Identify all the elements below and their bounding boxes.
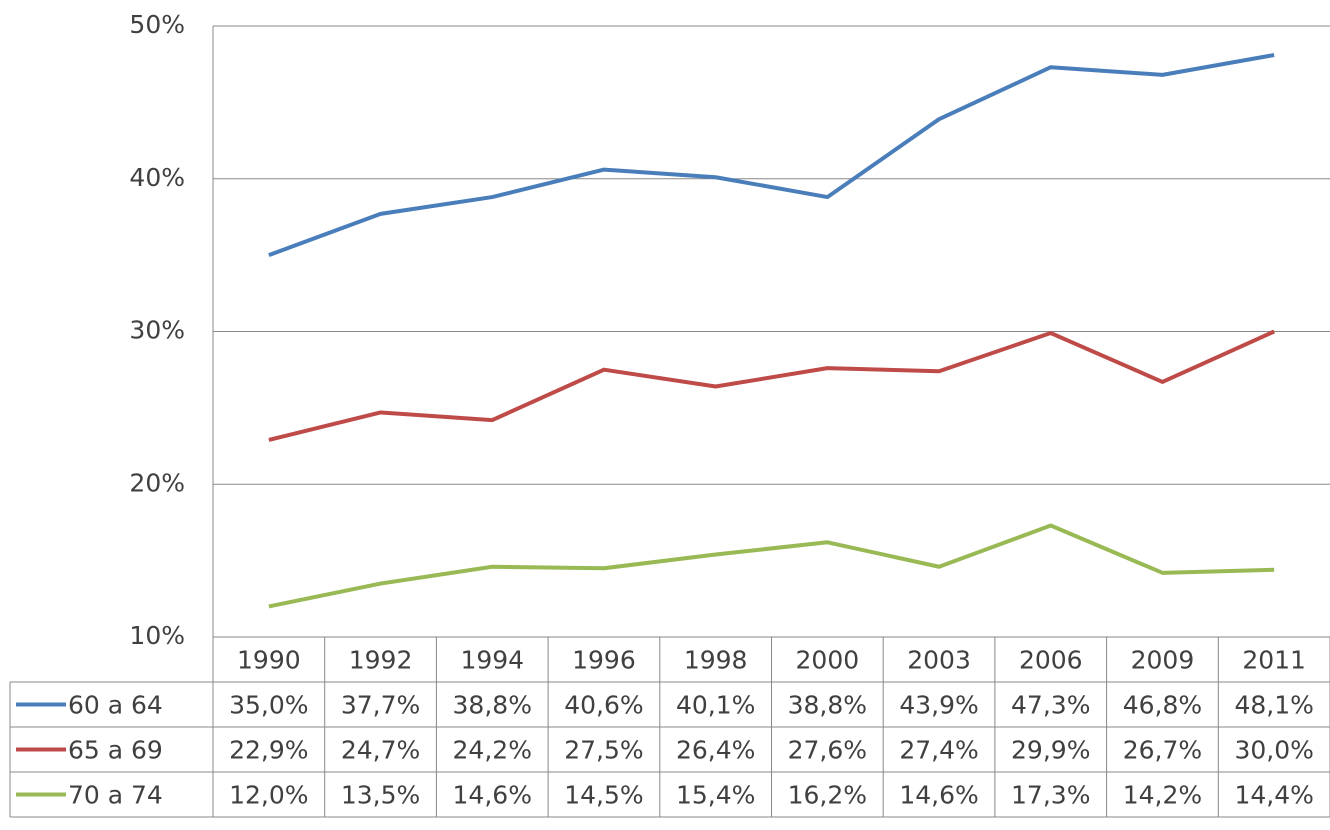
table-cell: 37,7% — [341, 691, 420, 720]
x-tick-label: 1994 — [460, 646, 524, 675]
table-cell: 27,6% — [788, 736, 867, 765]
table-cell: 26,7% — [1123, 736, 1202, 765]
table-cell: 27,5% — [564, 736, 643, 765]
table-cell: 40,6% — [564, 691, 643, 720]
legend-label: 70 a 74 — [68, 781, 163, 810]
table-cell: 48,1% — [1234, 691, 1313, 720]
table-cell: 46,8% — [1123, 691, 1202, 720]
legend-label: 60 a 64 — [68, 691, 163, 720]
y-tick-label: 50% — [129, 10, 185, 39]
table-cell: 14,6% — [453, 781, 532, 810]
table-cell: 14,2% — [1123, 781, 1202, 810]
x-tick-label: 2006 — [1019, 646, 1083, 675]
x-tick-label: 2011 — [1242, 646, 1306, 675]
table-cell: 38,8% — [453, 691, 532, 720]
table-cell: 43,9% — [899, 691, 978, 720]
x-tick-label: 1990 — [237, 646, 301, 675]
table-cell: 29,9% — [1011, 736, 1090, 765]
table-cell: 38,8% — [788, 691, 867, 720]
table-cell: 40,1% — [676, 691, 755, 720]
table-cell: 30,0% — [1234, 736, 1313, 765]
y-tick-label: 30% — [129, 316, 185, 345]
y-tick-label: 40% — [129, 163, 185, 192]
legend-label: 65 a 69 — [68, 736, 163, 765]
x-tick-label: 2009 — [1131, 646, 1195, 675]
x-tick-label: 1996 — [572, 646, 636, 675]
table-cell: 14,5% — [564, 781, 643, 810]
table-cell: 24,2% — [453, 736, 532, 765]
table-cell: 15,4% — [676, 781, 755, 810]
table-cell: 16,2% — [788, 781, 867, 810]
x-tick-label: 2003 — [907, 646, 971, 675]
x-tick-label: 1998 — [684, 646, 748, 675]
series-line — [268, 329, 1275, 442]
series-line — [268, 53, 1275, 258]
table-cell: 24,7% — [341, 736, 420, 765]
table-cell: 22,9% — [229, 736, 308, 765]
table-cell: 13,5% — [341, 781, 420, 810]
table-cell: 12,0% — [229, 781, 308, 810]
y-tick-label: 10% — [129, 621, 185, 650]
table-cell: 35,0% — [229, 691, 308, 720]
table-cell: 14,6% — [899, 781, 978, 810]
x-tick-label: 2000 — [796, 646, 860, 675]
x-tick-label: 1992 — [349, 646, 413, 675]
table-cell: 27,4% — [899, 736, 978, 765]
y-tick-label: 20% — [129, 468, 185, 497]
table-cell: 17,3% — [1011, 781, 1090, 810]
table-cell: 14,4% — [1234, 781, 1313, 810]
table-cell: 26,4% — [676, 736, 755, 765]
series-line — [268, 523, 1275, 609]
table-cell: 47,3% — [1011, 691, 1090, 720]
